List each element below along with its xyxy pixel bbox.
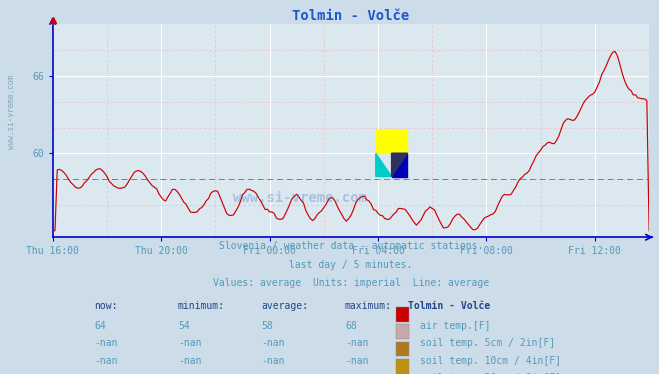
Text: soil temp. 5cm / 2in[F]: soil temp. 5cm / 2in[F]	[420, 338, 555, 348]
Text: 68: 68	[345, 321, 357, 331]
Text: last day / 5 minutes.: last day / 5 minutes.	[289, 260, 413, 270]
Text: soil temp. 10cm / 4in[F]: soil temp. 10cm / 4in[F]	[420, 356, 561, 366]
Text: -nan: -nan	[94, 338, 118, 348]
Text: -nan: -nan	[94, 373, 118, 374]
FancyBboxPatch shape	[395, 324, 409, 339]
Text: -nan: -nan	[345, 373, 368, 374]
Text: -nan: -nan	[345, 338, 368, 348]
Bar	[391, 153, 407, 177]
Text: -nan: -nan	[345, 356, 368, 366]
Text: www.si-vreme.com: www.si-vreme.com	[7, 75, 16, 149]
Text: www.si-vreme.com: www.si-vreme.com	[233, 191, 368, 205]
Text: 64: 64	[94, 321, 106, 331]
Text: -nan: -nan	[262, 338, 285, 348]
Text: 54: 54	[178, 321, 190, 331]
Text: Tolmin - Volče: Tolmin - Volče	[407, 301, 490, 311]
Bar	[376, 130, 407, 153]
FancyBboxPatch shape	[395, 359, 409, 374]
Text: Slovenia / weather data - automatic stations.: Slovenia / weather data - automatic stat…	[219, 241, 483, 251]
Text: soil temp. 20cm / 8in[F]: soil temp. 20cm / 8in[F]	[420, 373, 561, 374]
Text: -nan: -nan	[178, 356, 202, 366]
Text: minimum:: minimum:	[178, 301, 225, 311]
Text: average:: average:	[262, 301, 308, 311]
Text: -nan: -nan	[178, 338, 202, 348]
FancyBboxPatch shape	[395, 342, 409, 356]
Text: -nan: -nan	[94, 356, 118, 366]
Text: now:: now:	[94, 301, 118, 311]
Text: air temp.[F]: air temp.[F]	[420, 321, 490, 331]
Text: 58: 58	[262, 321, 273, 331]
Title: Tolmin - Volče: Tolmin - Volče	[293, 9, 409, 23]
Text: -nan: -nan	[262, 373, 285, 374]
Text: -nan: -nan	[262, 356, 285, 366]
Polygon shape	[376, 153, 391, 177]
Text: Values: average  Units: imperial  Line: average: Values: average Units: imperial Line: av…	[213, 279, 489, 288]
Polygon shape	[391, 153, 407, 177]
Text: maximum:: maximum:	[345, 301, 392, 311]
Text: -nan: -nan	[178, 373, 202, 374]
FancyBboxPatch shape	[395, 307, 409, 322]
